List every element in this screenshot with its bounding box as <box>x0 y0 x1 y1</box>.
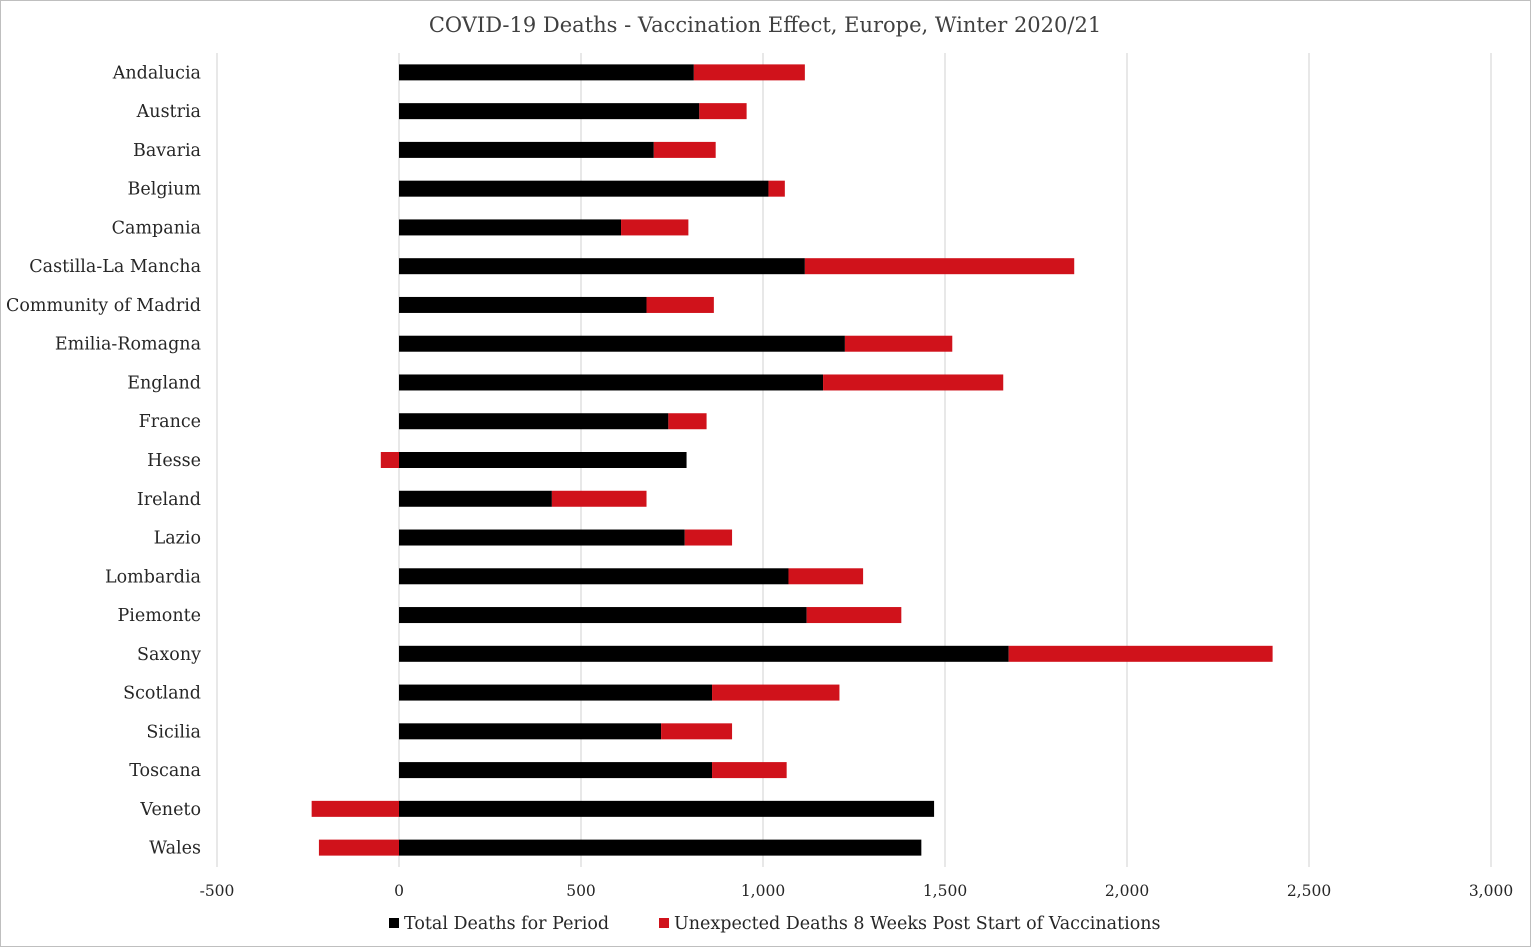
x-tick-label: -500 <box>200 882 235 900</box>
category-label: Veneto <box>139 800 201 820</box>
bar-unexpected-10 <box>380 452 399 468</box>
x-tick-label: 2,000 <box>1105 882 1149 900</box>
bar-total-18 <box>399 762 713 779</box>
category-label: Community of Madrid <box>6 296 201 316</box>
bar-unexpected-2 <box>653 141 716 158</box>
category-labels: Andalucia Austria Bavaria Belgium Campania Ca… <box>6 63 201 858</box>
bar-unexpected-8 <box>823 374 1004 391</box>
bar-total-11 <box>399 490 552 507</box>
category-label: Andalucia <box>112 63 201 83</box>
bar-unexpected-17 <box>661 723 733 740</box>
bar-total-12 <box>399 529 685 546</box>
bar-total-2 <box>399 141 654 158</box>
legend: Total Deaths for Period Unexpected Deaths… <box>389 914 1161 934</box>
category-label: France <box>139 412 201 432</box>
bar-total-6 <box>399 296 647 313</box>
bar-unexpected-18 <box>712 762 787 779</box>
bar-total-1 <box>399 103 700 120</box>
category-label: Toscana <box>129 761 201 781</box>
chart-title: COVID-19 Deaths - Vaccination Effect, Eu… <box>429 13 1101 37</box>
category-label: Piemonte <box>117 606 201 626</box>
bar-total-10 <box>399 452 687 468</box>
category-label: Lombardia <box>105 567 201 587</box>
bar-unexpected-12 <box>684 529 733 546</box>
bar-unexpected-9 <box>668 413 707 430</box>
bar-total-20 <box>399 839 922 856</box>
x-tick-label: 3,000 <box>1469 882 1513 900</box>
bar-unexpected-11 <box>551 490 647 507</box>
x-tick-label: 1,500 <box>923 882 967 900</box>
bar-unexpected-16 <box>712 684 840 701</box>
category-label: Campania <box>112 218 201 238</box>
category-label: Saxony <box>137 645 201 665</box>
bar-total-8 <box>399 374 824 391</box>
bar-unexpected-15 <box>1008 645 1273 662</box>
category-label: Hesse <box>147 451 201 471</box>
category-label: Austria <box>136 102 201 122</box>
bar-total-4 <box>399 219 622 236</box>
bar-total-16 <box>399 684 713 701</box>
bar-total-17 <box>399 723 662 740</box>
category-label: Sicilia <box>146 722 201 742</box>
bar-unexpected-7 <box>844 335 953 352</box>
legend-swatch-1 <box>659 918 669 928</box>
category-label: Belgium <box>128 180 202 200</box>
x-tick-label: 0 <box>394 882 404 900</box>
bar-total-13 <box>399 568 789 585</box>
category-label: Castilla-La Mancha <box>29 257 201 277</box>
bar-total-14 <box>399 607 807 624</box>
bar-total-7 <box>399 335 845 352</box>
category-label: Ireland <box>137 490 201 510</box>
legend-swatch-0 <box>389 918 399 928</box>
category-label: Scotland <box>123 684 201 704</box>
category-label: England <box>127 373 201 393</box>
bar-unexpected-5 <box>804 258 1075 275</box>
bar-unexpected-14 <box>806 607 902 624</box>
category-label: Emilia-Romagna <box>55 335 201 355</box>
bar-total-9 <box>399 413 669 430</box>
bar-unexpected-20 <box>318 839 399 856</box>
category-label: Wales <box>149 839 201 859</box>
x-tick-label: 500 <box>566 882 596 900</box>
legend-label-1: Unexpected Deaths 8 Weeks Post Start of … <box>674 914 1161 934</box>
bar-total-0 <box>399 64 694 81</box>
bar-total-19 <box>399 800 935 817</box>
bar-total-5 <box>399 258 805 275</box>
category-label: Bavaria <box>133 141 201 161</box>
bars <box>311 64 1273 856</box>
bar-unexpected-3 <box>768 180 785 197</box>
bar-total-15 <box>399 645 1009 662</box>
bar-total-3 <box>399 180 769 197</box>
legend-label-0: Total Deaths for Period <box>404 914 609 934</box>
bar-unexpected-6 <box>646 296 714 313</box>
x-tick-label: 1,000 <box>741 882 785 900</box>
bar-unexpected-19 <box>311 800 399 817</box>
bar-unexpected-0 <box>693 64 805 81</box>
x-tick-labels: -500 0 500 1,000 1,500 2,000 2,500 3,000 <box>200 882 1514 900</box>
bar-unexpected-4 <box>621 219 689 236</box>
category-label: Lazio <box>154 529 201 549</box>
bar-unexpected-1 <box>699 103 747 120</box>
bar-unexpected-13 <box>788 568 864 585</box>
x-tick-label: 2,500 <box>1287 882 1331 900</box>
